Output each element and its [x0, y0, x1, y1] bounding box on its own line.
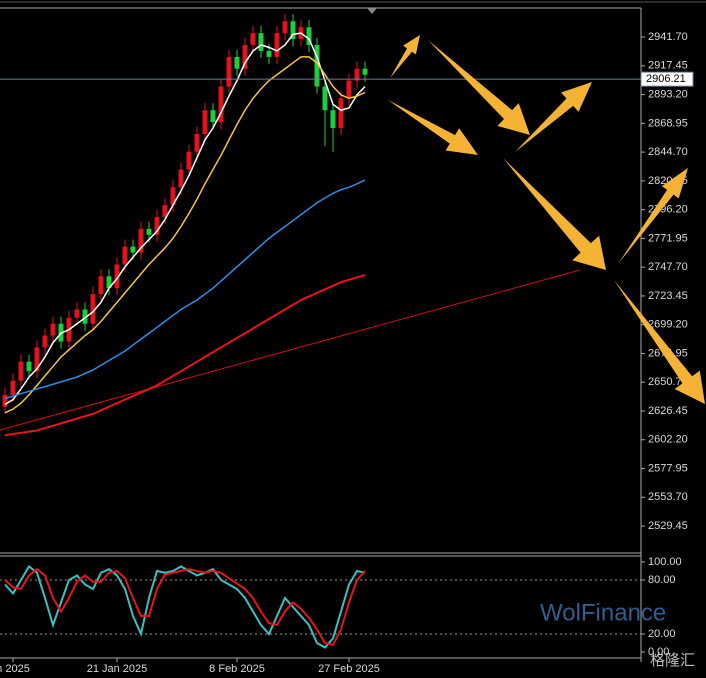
candle-body — [218, 86, 224, 123]
projection-arrow — [515, 82, 592, 152]
y-tick-label: 2941.70 — [648, 31, 688, 43]
y-tick-label: 2602.20 — [648, 434, 688, 446]
y-tick-label: 2699.20 — [648, 319, 688, 331]
y-tick-label: 2868.95 — [648, 117, 688, 129]
osc-tick-label: 0.00 — [648, 646, 669, 658]
candle-body — [234, 56, 240, 69]
candle-body — [2, 394, 8, 407]
y-tick-label: 2553.70 — [648, 491, 688, 503]
x-tick-label: 8 Feb 2025 — [209, 663, 265, 675]
watermark: WolFinance — [540, 599, 666, 626]
candle-body — [130, 246, 136, 253]
y-tick-label: 2844.70 — [648, 146, 688, 158]
candle-body — [330, 110, 336, 129]
osc-tick-label: 20.00 — [648, 628, 676, 640]
candle-body — [162, 205, 168, 217]
x-tick-label: n 2025 — [0, 663, 30, 675]
candle-body — [26, 361, 32, 372]
candle-body — [170, 187, 176, 206]
candle-body — [362, 68, 368, 75]
candle-body — [290, 21, 296, 40]
candle-body — [258, 33, 264, 51]
candle-body — [98, 276, 104, 295]
candle-body — [338, 98, 344, 129]
last-price-label: 2906.21 — [646, 73, 686, 85]
candle-body — [354, 68, 360, 81]
candle-body — [114, 264, 120, 289]
y-tick-label: 2577.95 — [648, 462, 688, 474]
candle-body — [178, 169, 184, 188]
y-tick-label: 2626.45 — [648, 405, 688, 417]
candle-body — [34, 347, 40, 372]
candle-body — [274, 33, 280, 57]
candle-body — [82, 309, 88, 324]
candle-body — [42, 335, 48, 348]
y-tick-label: 2529.45 — [648, 520, 688, 532]
moving-average — [4, 179, 366, 400]
candle-body — [138, 228, 144, 253]
shift-marker — [367, 8, 377, 14]
candle-body — [74, 309, 80, 318]
x-tick-label: 21 Jan 2025 — [87, 663, 148, 675]
projection-arrow — [388, 100, 478, 155]
candle-body — [154, 216, 160, 235]
candle-body — [146, 228, 152, 235]
osc-tick-label: 80.00 — [648, 574, 676, 586]
candle-body — [282, 21, 288, 34]
y-tick-label: 2723.45 — [648, 290, 688, 302]
y-tick-label: 2893.20 — [648, 88, 688, 100]
candle-body — [186, 151, 192, 170]
x-tick-label: 27 Feb 2025 — [318, 663, 380, 675]
watermark-logo: 格隆汇 — [650, 652, 695, 669]
projection-arrow — [390, 35, 420, 78]
osc-tick-label: 100.00 — [648, 556, 682, 568]
candle-body — [266, 50, 272, 57]
trendline — [0, 269, 581, 431]
candle-body — [90, 294, 96, 324]
candle-body — [242, 45, 248, 69]
candle-body — [210, 110, 216, 123]
candle-body — [306, 27, 312, 46]
candle-body — [346, 80, 352, 99]
moving-average — [4, 274, 366, 437]
moving-average — [4, 32, 366, 406]
projection-arrow — [428, 40, 530, 135]
y-tick-label: 2917.45 — [648, 60, 688, 72]
candle-body — [250, 33, 256, 46]
projection-arrow — [614, 280, 705, 404]
last-price-box — [640, 71, 694, 87]
moving-average — [4, 56, 366, 414]
projection-arrow — [503, 158, 606, 270]
y-tick-label: 2771.95 — [648, 232, 688, 244]
candle-body — [106, 276, 112, 289]
candle-body — [122, 246, 128, 265]
osc-line — [4, 564, 366, 649]
osc-line — [4, 567, 366, 646]
candle-body — [226, 56, 232, 87]
candle-body — [322, 86, 328, 111]
candle-body — [10, 380, 16, 395]
candle-body — [50, 323, 56, 336]
candle-body — [18, 361, 24, 381]
candle-body — [202, 110, 208, 134]
y-tick-label: 2747.70 — [648, 261, 688, 273]
candle-body — [314, 45, 320, 87]
projection-arrow — [618, 168, 688, 264]
candle-body — [194, 133, 200, 152]
y-tick-label: 2650.70 — [648, 376, 688, 388]
